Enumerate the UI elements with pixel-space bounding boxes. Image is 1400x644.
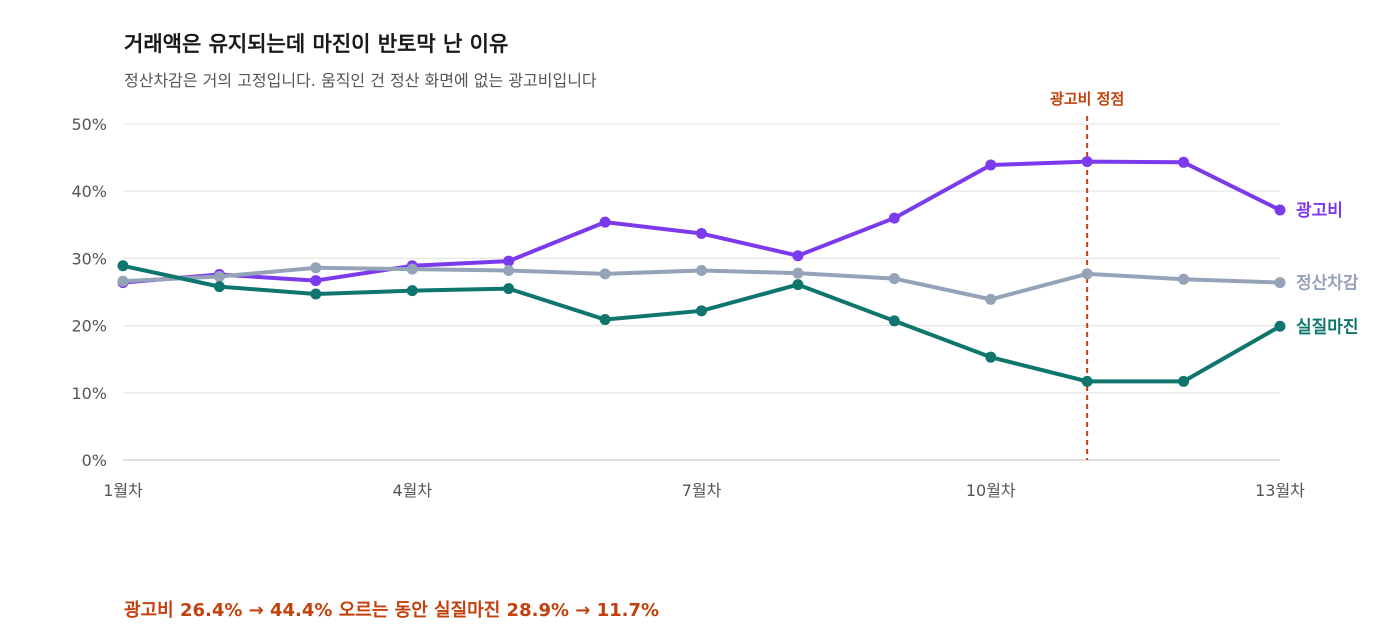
data-point bbox=[696, 228, 707, 240]
data-point bbox=[599, 314, 611, 326]
data-point bbox=[406, 263, 418, 275]
data-point bbox=[696, 305, 707, 317]
data-point bbox=[503, 283, 515, 295]
x-tick-label: 4월차 bbox=[392, 481, 432, 500]
y-tick-label: 40% bbox=[71, 182, 107, 201]
data-point bbox=[599, 216, 611, 228]
x-tick-label: 10월차 bbox=[966, 481, 1016, 500]
data-point bbox=[503, 255, 515, 267]
data-point bbox=[599, 268, 611, 280]
chart-title: 거래액은 유지되는데 마진이 반토막 난 이유 bbox=[124, 32, 509, 56]
line-chart: 0% 10% 20% 30% 40% 50% 1월차 4월차 7월차 10월차 13월차 광고비 … bbox=[71, 90, 1359, 500]
series-end-label: 정산차감 bbox=[1296, 274, 1359, 294]
data-point bbox=[985, 351, 997, 363]
data-point bbox=[792, 267, 804, 279]
y-tick-label: 50% bbox=[71, 115, 107, 134]
data-point bbox=[888, 212, 900, 224]
series-line bbox=[121, 263, 1282, 384]
summary-footnote: 광고비 26.4% → 44.4% 오르는 동안 실질마진 28.9% → 11… bbox=[124, 600, 660, 621]
series-end-label: 광고비 bbox=[1296, 201, 1343, 221]
data-point bbox=[213, 271, 225, 283]
data-point bbox=[310, 288, 322, 300]
data-point bbox=[985, 293, 997, 305]
data-point bbox=[1178, 375, 1190, 387]
data-point bbox=[503, 264, 515, 276]
data-point bbox=[888, 315, 900, 327]
data-point bbox=[1081, 375, 1093, 387]
y-tick-label: 0% bbox=[82, 451, 107, 470]
data-point bbox=[792, 279, 804, 291]
annotation-label: 광고비 정점 bbox=[1050, 90, 1124, 108]
data-point bbox=[1274, 277, 1286, 289]
data-point bbox=[310, 262, 322, 274]
series-end-label: 실질마진 bbox=[1296, 316, 1359, 337]
data-point bbox=[1081, 156, 1093, 168]
chart-subtitle: 정산차감은 거의 고정입니다. 움직인 건 정산 화면에 없는 광고비입니다 bbox=[124, 71, 597, 90]
data-point bbox=[406, 285, 418, 297]
data-point bbox=[1274, 204, 1286, 216]
data-point bbox=[117, 260, 129, 272]
data-point bbox=[1081, 268, 1093, 280]
x-tick-label: 1월차 bbox=[103, 481, 143, 500]
data-point bbox=[985, 159, 997, 171]
y-tick-label: 10% bbox=[71, 384, 107, 403]
data-point bbox=[888, 273, 900, 285]
y-tick-label: 30% bbox=[71, 249, 107, 268]
data-point bbox=[213, 281, 225, 293]
data-point bbox=[310, 275, 322, 287]
data-point bbox=[1178, 156, 1190, 168]
data-point bbox=[1178, 273, 1190, 285]
data-point bbox=[1274, 320, 1286, 332]
x-tick-label: 13월차 bbox=[1255, 481, 1305, 500]
series-line bbox=[121, 159, 1282, 285]
data-point bbox=[792, 250, 804, 262]
data-point bbox=[696, 264, 707, 276]
x-tick-label: 7월차 bbox=[682, 481, 722, 500]
y-tick-label: 20% bbox=[71, 317, 107, 336]
data-point bbox=[117, 275, 129, 287]
